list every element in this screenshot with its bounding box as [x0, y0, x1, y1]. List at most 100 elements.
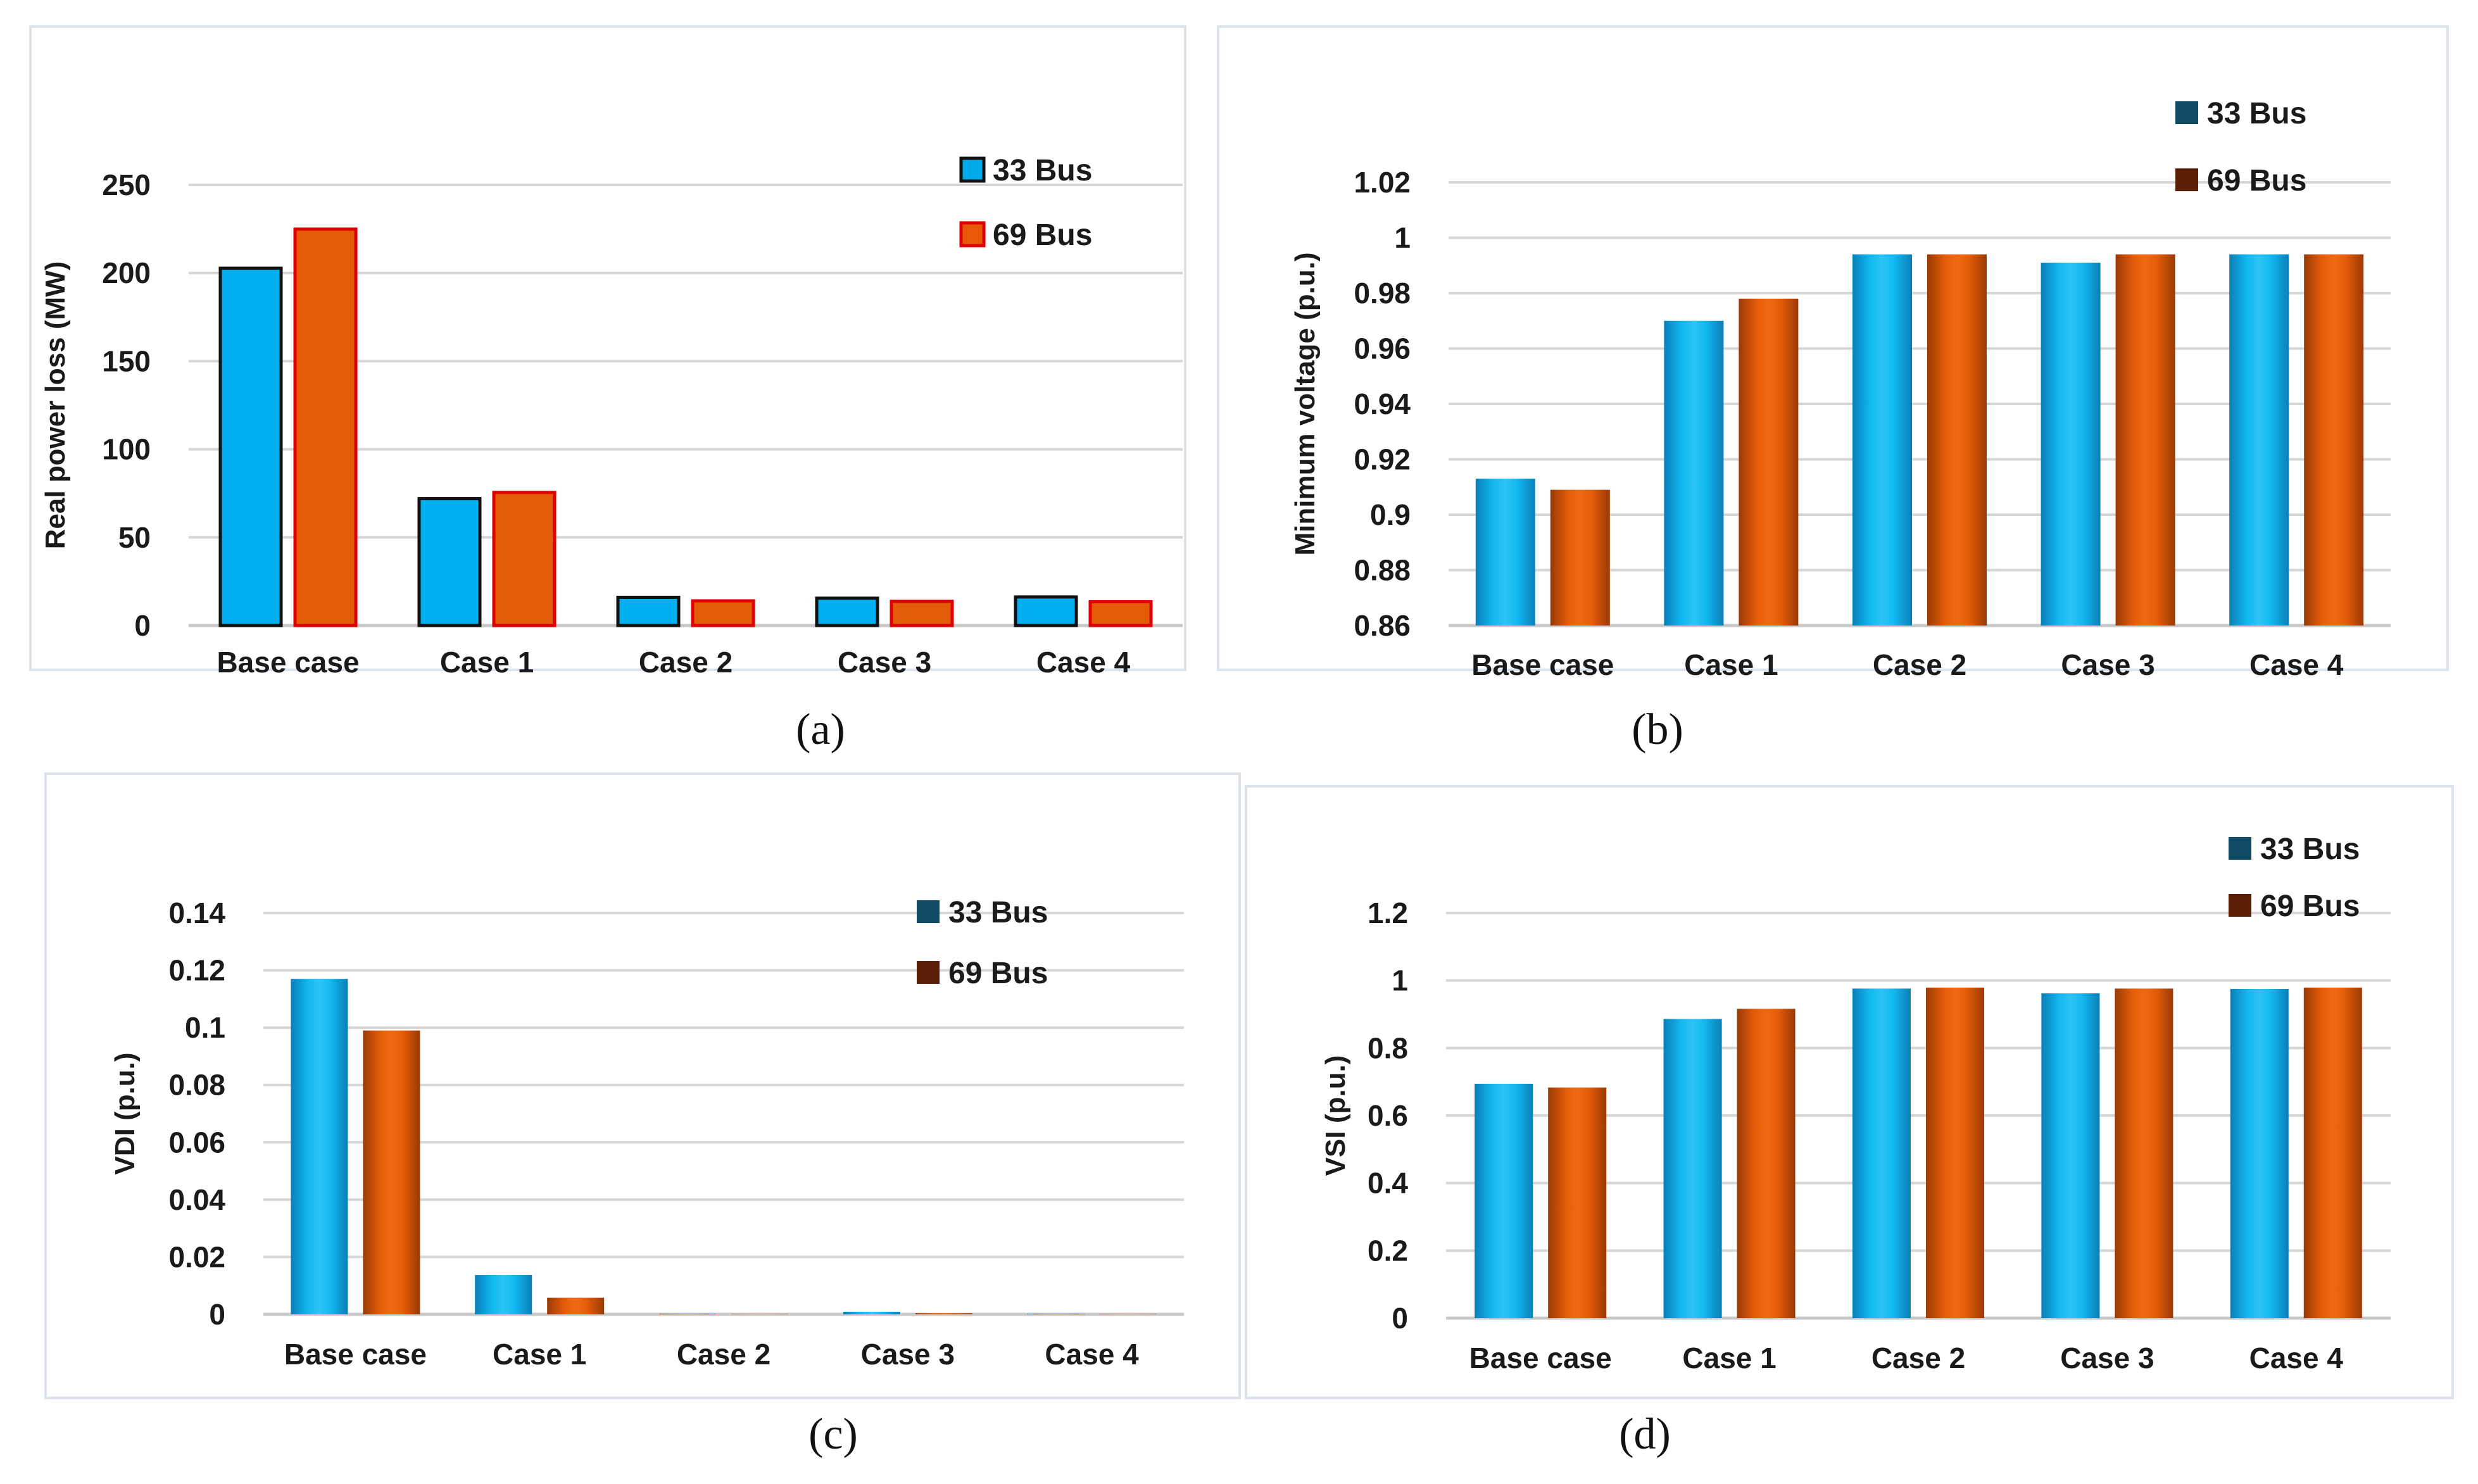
- bar-69bus-1: [1548, 1087, 1607, 1318]
- bar-33bus-4: [815, 596, 879, 627]
- x-tick-label: Base case: [284, 1338, 427, 1371]
- chart-c: 0 0.02 0.04 0.06 0.08 0.1 0.12 0.14 VDI (p.u.) Ba…: [44, 772, 1241, 1459]
- legend-swatch: [959, 221, 986, 248]
- y-tick-label: 100: [102, 433, 151, 466]
- legend-swatch: [2175, 168, 2198, 191]
- x-tick-label: Case 4: [2249, 648, 2344, 681]
- y-tick-label: 0.9: [1370, 498, 1411, 531]
- bar-33bus-5: [1014, 595, 1078, 627]
- x-tick-label: Case 1: [440, 646, 534, 679]
- y-tick-label: 0.88: [1354, 554, 1411, 587]
- chart-a: 0 50 100 150 200 250 Real power loss (MW) Base …: [29, 25, 1186, 754]
- y-tick-label: 0: [209, 1298, 225, 1331]
- bar-69bus-2: [492, 491, 557, 627]
- chart-d: 0 0.2 0.4 0.6 0.8 1 1.2 VSI (p.u.) Base case Case…: [1245, 785, 2454, 1459]
- legend-swatch: [959, 156, 986, 183]
- x-tick-label: Case 2: [1873, 648, 1966, 681]
- x-tick-label: Base case: [1469, 1342, 1612, 1374]
- bar-33bus-1: [1475, 1083, 1533, 1318]
- bar-33bus-1: [1475, 479, 1535, 626]
- x-tick-label: Case 1: [1682, 1342, 1776, 1374]
- bar-33bus-5: [2229, 254, 2289, 626]
- bar-33bus-3: [616, 595, 681, 627]
- x-tick-label: Base case: [1471, 648, 1614, 681]
- y-tick-label: 0.8: [1368, 1031, 1408, 1064]
- chart-caption: (d): [1619, 1410, 1671, 1459]
- legend-label: 33 Bus: [993, 154, 1092, 187]
- bar-69bus-4: [915, 1313, 972, 1314]
- y-tick-label: 0.1: [185, 1011, 225, 1044]
- legend-label: 69 Bus: [993, 218, 1092, 252]
- chart-caption: (b): [1632, 705, 1683, 754]
- legend-swatch: [917, 900, 940, 923]
- bar-69bus-5: [1088, 600, 1153, 627]
- x-tick-label: Case 2: [677, 1338, 770, 1371]
- x-tick-label: Case 3: [861, 1338, 955, 1371]
- legend-label: 69 Bus: [2260, 890, 2360, 923]
- legend-swatch: [917, 961, 940, 984]
- bar-69bus-2: [1737, 1009, 1796, 1318]
- x-tick-label: Case 2: [1871, 1342, 1965, 1374]
- bar-33bus-4: [2041, 262, 2101, 626]
- bar-69bus-1: [363, 1030, 420, 1314]
- y-tick-label: 1: [1394, 222, 1411, 255]
- bar-33bus-3: [1852, 988, 1911, 1318]
- y-tick-label: 1: [1392, 964, 1408, 997]
- y-tick-label: 250: [102, 168, 151, 201]
- bar-33bus-4: [843, 1311, 900, 1314]
- x-tick-label: Case 2: [639, 646, 733, 679]
- x-tick-label: Base case: [217, 646, 359, 679]
- y-tick-label: 0: [134, 609, 151, 642]
- bar-69bus-3: [1926, 987, 1984, 1318]
- y-tick-label: 0.96: [1354, 332, 1411, 365]
- bar-69bus-4: [2115, 988, 2173, 1318]
- bar-33bus-4: [2041, 993, 2100, 1318]
- y-tick-label: 0.04: [168, 1183, 225, 1216]
- y-axis-title: VDI (p.u.): [110, 1052, 141, 1174]
- y-tick-label: 0: [1392, 1302, 1408, 1335]
- y-axis-title: Real power loss (MW): [40, 261, 71, 550]
- bar-69bus-3: [1927, 254, 1987, 626]
- y-tick-label: 0.12: [168, 954, 225, 987]
- bar-69bus-2: [547, 1297, 605, 1314]
- legend-swatch: [2175, 101, 2198, 124]
- x-tick-label: Case 4: [1045, 1338, 1139, 1371]
- y-tick-label: 150: [102, 344, 151, 377]
- y-tick-label: 0.2: [1368, 1234, 1408, 1267]
- bar-33bus-2: [475, 1274, 532, 1314]
- x-tick-label: Case 4: [1036, 646, 1131, 679]
- y-tick-label: 0.14: [168, 896, 225, 929]
- legend-label: 69 Bus: [2207, 164, 2306, 198]
- y-tick-label: 200: [102, 256, 151, 289]
- bar-33bus-1: [291, 979, 348, 1314]
- y-tick-label: 1.2: [1368, 896, 1408, 929]
- y-tick-label: 1.02: [1354, 166, 1411, 199]
- x-tick-label: Case 3: [2061, 648, 2154, 681]
- bar-69bus-5: [2303, 987, 2362, 1318]
- bar-33bus-1: [218, 267, 283, 627]
- bar-33bus-5: [2230, 989, 2289, 1318]
- bar-69bus-2: [1739, 298, 1799, 626]
- bar-69bus-1: [1550, 489, 1610, 626]
- y-tick-label: 0.08: [168, 1069, 225, 1102]
- y-tick-label: 0.02: [168, 1240, 225, 1273]
- y-axis-title: VSI (p.u.): [1320, 1055, 1351, 1176]
- x-tick-label: Case 3: [2060, 1342, 2154, 1374]
- bar-33bus-2: [1664, 320, 1724, 626]
- x-tick-label: Case 4: [2249, 1342, 2344, 1374]
- bar-69bus-4: [2115, 254, 2175, 626]
- chart-caption: (a): [796, 705, 845, 754]
- legend-label: 33 Bus: [948, 896, 1048, 929]
- bar-69bus-4: [890, 600, 954, 627]
- y-axis-title: Minimum voltage (p.u.): [1290, 252, 1321, 555]
- y-tick-label: 0.6: [1368, 1099, 1408, 1132]
- chart-caption: (c): [808, 1410, 858, 1459]
- bar-33bus-2: [417, 497, 482, 627]
- legend-swatch: [2229, 894, 2251, 917]
- y-tick-label: 0.94: [1354, 387, 1411, 420]
- bar-69bus-1: [293, 227, 358, 627]
- y-tick-label: 50: [118, 521, 151, 554]
- x-tick-label: Case 1: [493, 1338, 586, 1371]
